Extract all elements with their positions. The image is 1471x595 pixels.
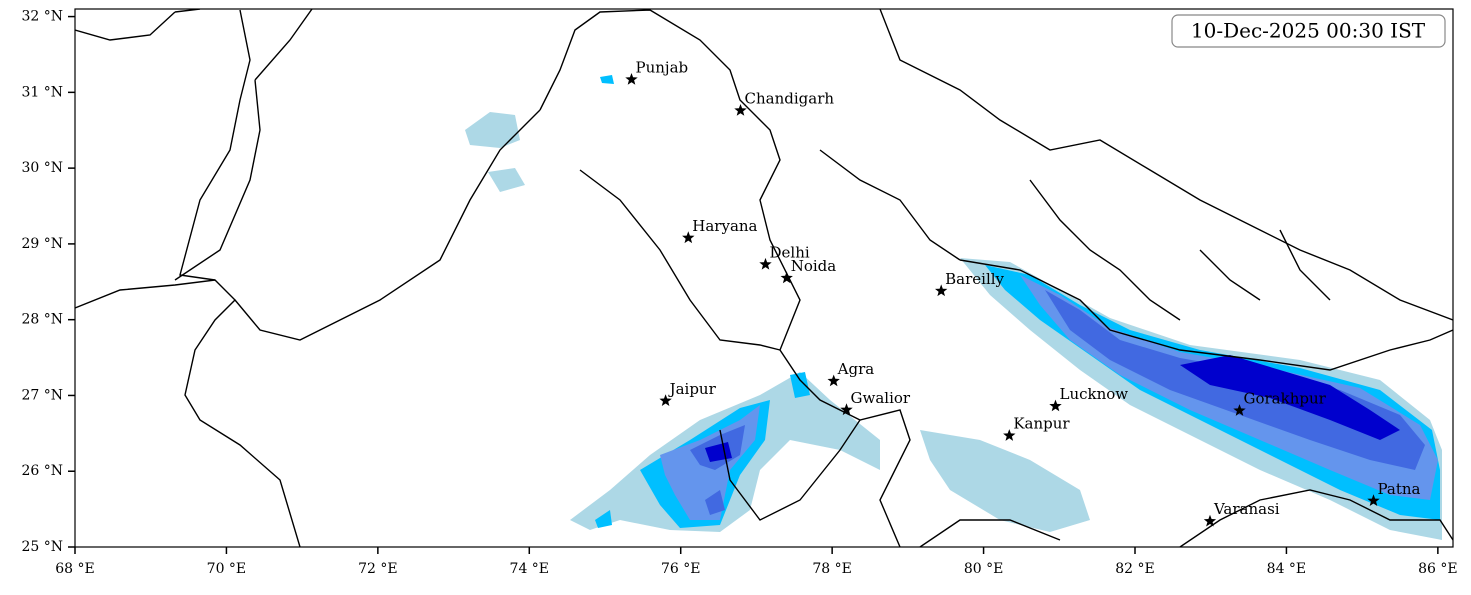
x-tick-label: 86 °E	[1418, 561, 1457, 577]
rain-light	[465, 112, 1442, 540]
city-label: Patna	[1378, 480, 1421, 498]
city-label: Kanpur	[1013, 415, 1070, 433]
title-box: 10-Dec-2025 00:30 IST	[1171, 14, 1446, 48]
x-tick-label: 84 °E	[1267, 561, 1306, 577]
city-marker	[1003, 429, 1016, 441]
x-tick-label: 76 °E	[661, 561, 700, 577]
city-label: Delhi	[770, 243, 810, 261]
rainfall-field	[465, 75, 1442, 540]
y-tick-label: 26 °N	[21, 463, 63, 479]
y-tick-label: 27 °N	[21, 387, 63, 403]
city-label: Varanasi	[1213, 500, 1280, 518]
x-tick-label: 82 °E	[1115, 561, 1154, 577]
borders	[75, 9, 1453, 547]
city-marker	[935, 284, 948, 297]
x-tick-label: 80 °E	[964, 561, 1003, 577]
city-marker	[625, 73, 638, 85]
city-marker	[759, 257, 772, 270]
city-marker	[734, 104, 747, 116]
axes: 68 °E 70 °E 72 °E 74 °E 76 °E 78 °E 80 °E 82 °E…	[21, 9, 1457, 577]
city-marker	[682, 231, 695, 244]
city-label: Noida	[791, 257, 837, 275]
x-tick-label: 68 °E	[55, 561, 94, 577]
city-label: Agra	[837, 360, 875, 378]
city-marker	[1203, 514, 1217, 527]
city-marker	[659, 394, 672, 406]
y-tick-label: 30 °N	[21, 160, 63, 176]
city-label: Lucknow	[1060, 385, 1129, 403]
y-tick-label: 25 °N	[21, 539, 63, 555]
city-label: Gwalior	[851, 389, 911, 407]
city-marker	[780, 271, 793, 284]
x-tick-label: 78 °E	[812, 561, 851, 577]
map-title: 10-Dec-2025 00:30 IST	[1191, 19, 1426, 43]
city-marker	[1367, 494, 1380, 506]
x-tick-label: 74 °E	[510, 561, 549, 577]
x-tick-label: 70 °E	[207, 561, 246, 577]
city-label: Haryana	[692, 217, 757, 235]
city-label: Gorakhpur	[1243, 390, 1326, 408]
y-tick-label: 31 °N	[21, 84, 63, 100]
city-marker	[840, 403, 853, 416]
city-label: Punjab	[636, 58, 689, 76]
title-frame	[1171, 14, 1446, 48]
city-label: Chandigarh	[745, 90, 835, 108]
y-tick-label: 32 °N	[21, 9, 63, 25]
city-marker	[1233, 404, 1246, 416]
plot-frame	[74, 8, 1454, 548]
city-label: Bareilly	[945, 270, 1004, 288]
y-tick-label: 29 °N	[21, 236, 63, 252]
x-tick-label: 72 °E	[358, 561, 397, 577]
city-marker	[1049, 399, 1062, 412]
city-label: Jaipur	[668, 380, 717, 398]
city-marker	[827, 374, 840, 387]
y-tick-label: 28 °N	[21, 312, 63, 328]
